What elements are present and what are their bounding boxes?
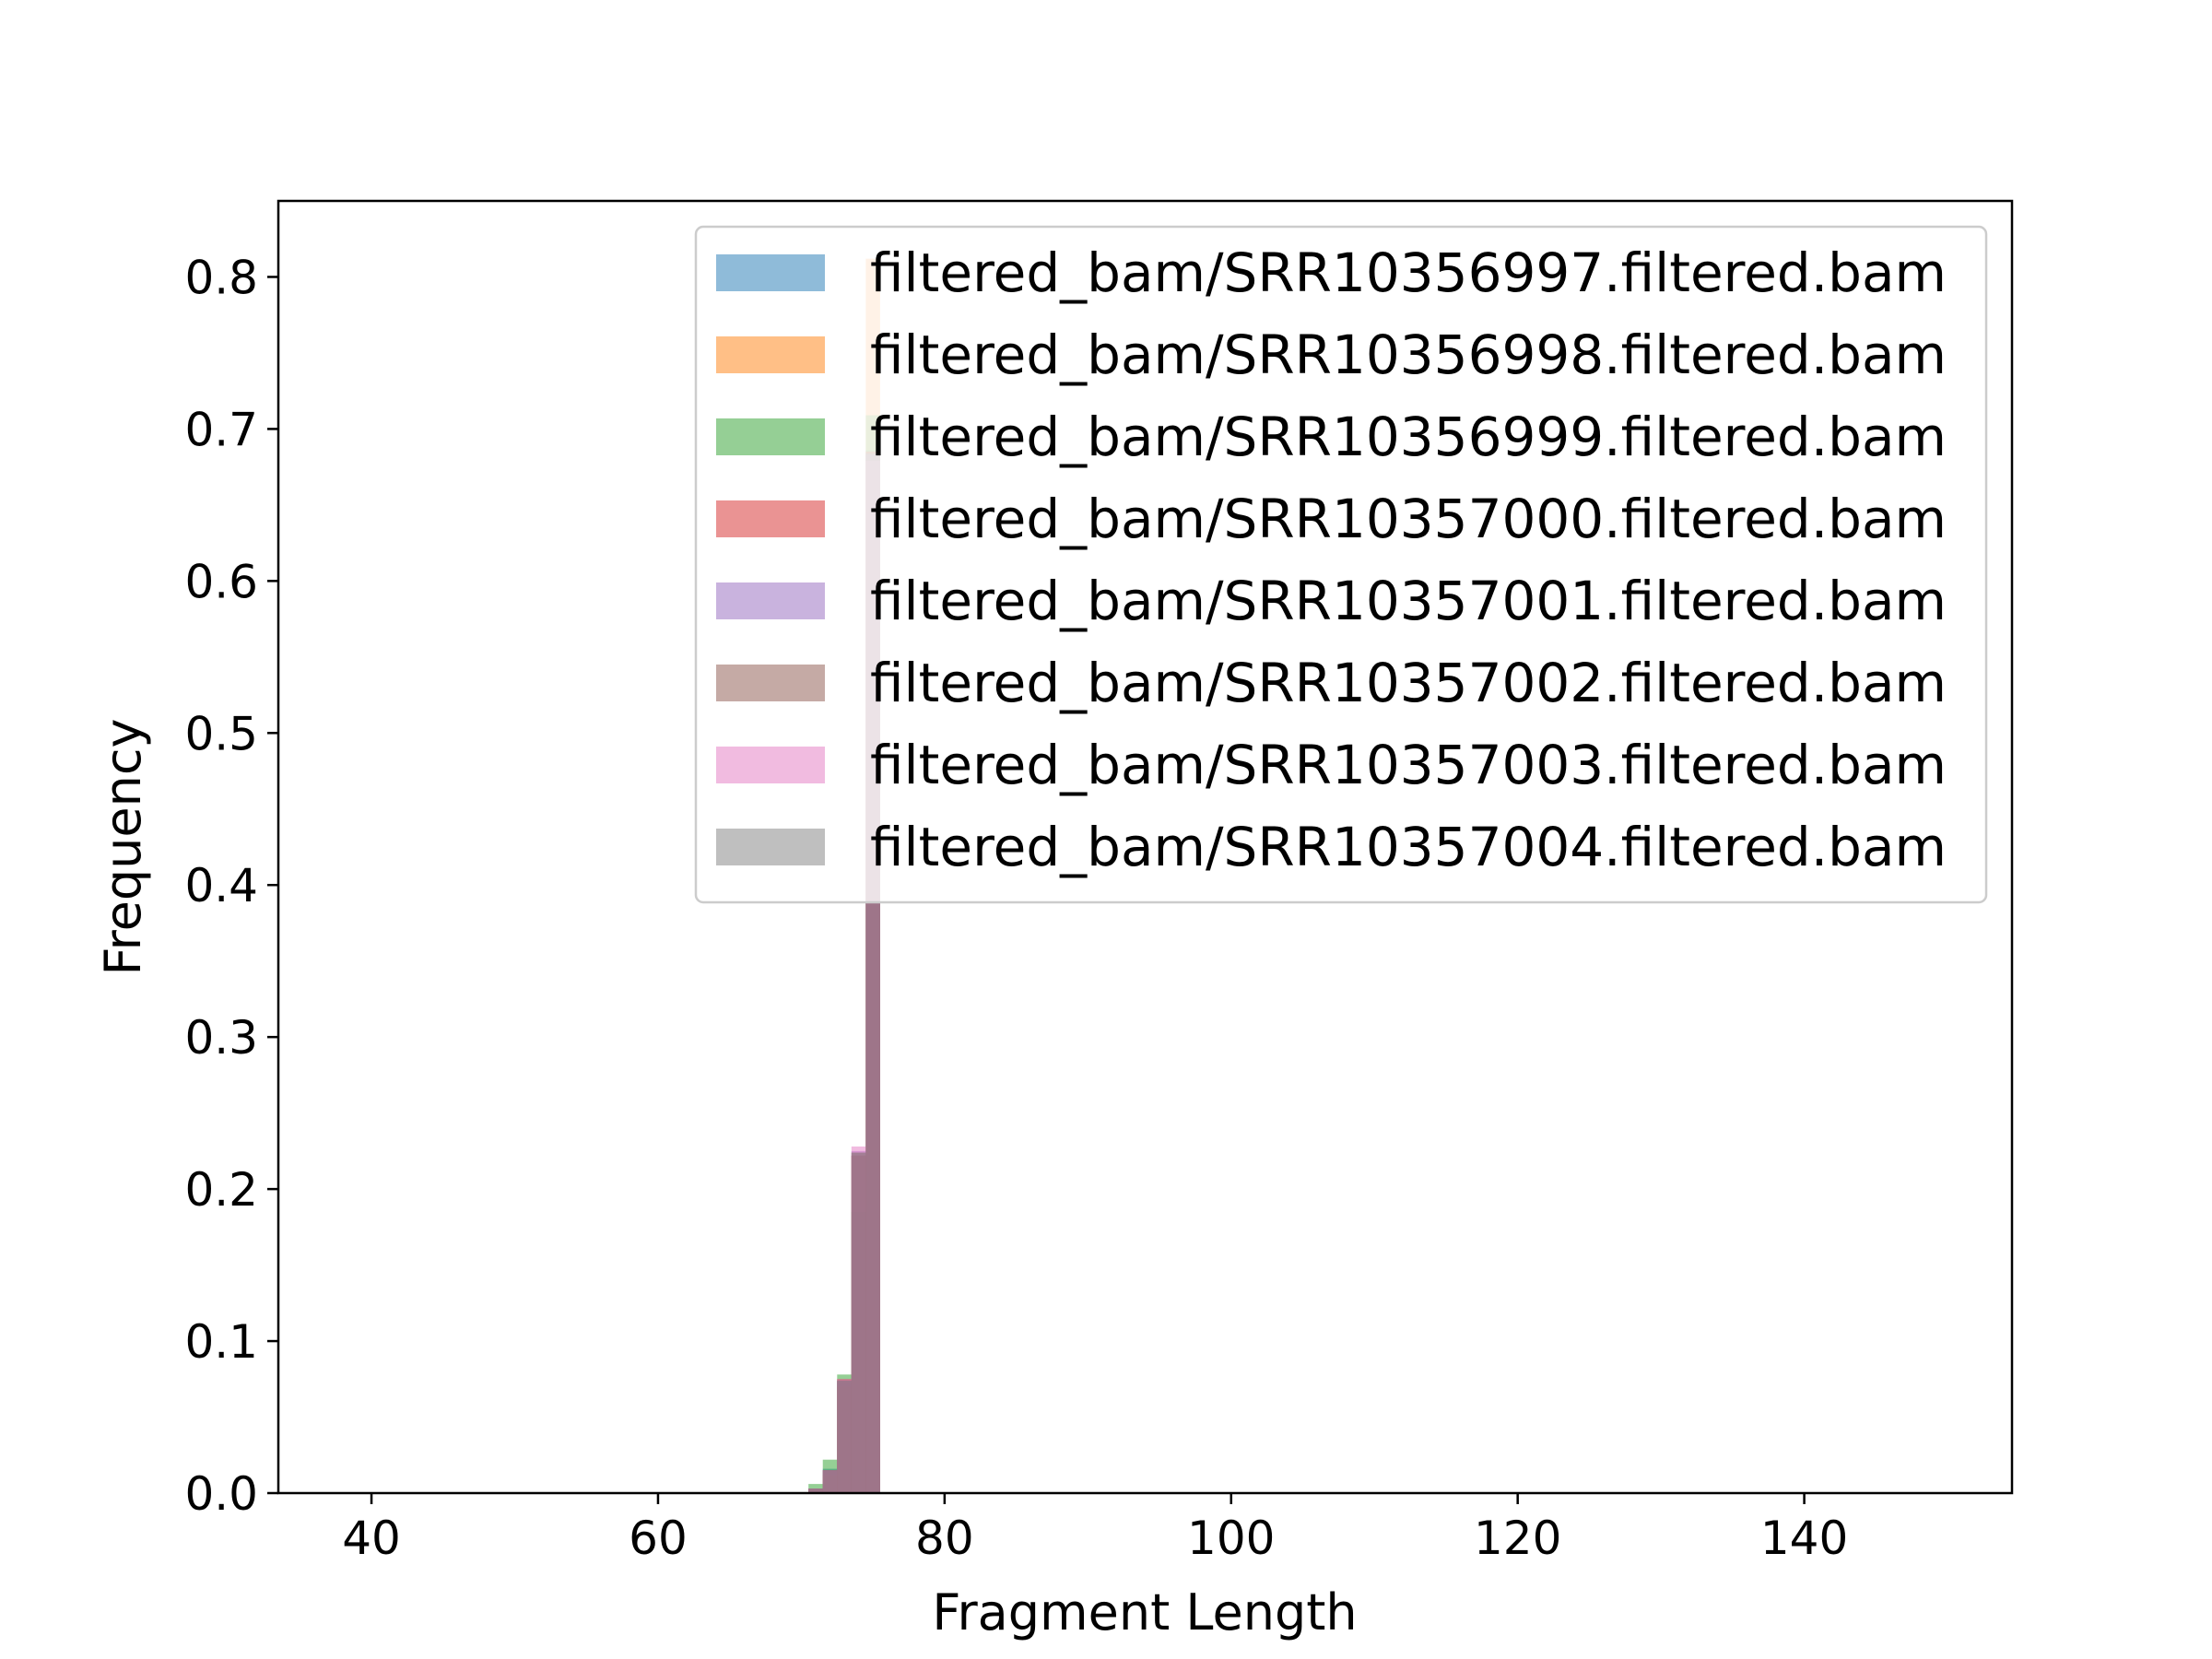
legend-swatch xyxy=(716,829,825,865)
legend: filtered_bam/SRR10356997.filtered.bamfil… xyxy=(694,225,1988,904)
x-axis-ticks: 40 60 80 100 120 140 xyxy=(342,1493,1848,1565)
x-tick-label: 40 xyxy=(342,1512,401,1565)
y-tick-label: 0.1 xyxy=(184,1315,258,1369)
x-tick-label: 120 xyxy=(1474,1512,1561,1565)
y-tick-label: 0.2 xyxy=(184,1163,258,1217)
histogram-bar xyxy=(837,1380,852,1493)
y-tick-label: 0.3 xyxy=(184,1011,258,1065)
legend-label: filtered_bam/SRR10357004.filtered.bam xyxy=(870,816,1947,878)
x-tick-label: 140 xyxy=(1760,1512,1848,1565)
histogram-bar xyxy=(851,1152,866,1493)
legend-item: filtered_bam/SRR10357000.filtered.bam xyxy=(716,488,1947,550)
legend-label: filtered_bam/SRR10357002.filtered.bam xyxy=(870,652,1947,714)
y-axis-label: Frequency xyxy=(94,719,152,976)
legend-item: filtered_bam/SRR10356997.filtered.bam xyxy=(716,241,1947,304)
legend-item: filtered_bam/SRR10357001.filtered.bam xyxy=(716,570,1947,632)
legend-label: filtered_bam/SRR10356997.filtered.bam xyxy=(870,241,1947,304)
y-axis-ticks: 0.0 0.1 0.2 0.3 0.4 0.5 0.6 0.7 0.8 xyxy=(184,251,278,1521)
legend-swatch xyxy=(716,500,825,537)
y-tick-label: 0.7 xyxy=(184,403,258,456)
legend-item: filtered_bam/SRR10357002.filtered.bam xyxy=(716,652,1947,714)
legend-swatch xyxy=(716,254,825,291)
legend-item: filtered_bam/SRR10357003.filtered.bam xyxy=(716,734,1947,796)
legend-swatch xyxy=(716,665,825,701)
legend-swatch xyxy=(716,747,825,783)
y-tick-label: 0.0 xyxy=(184,1467,258,1521)
legend-item: filtered_bam/SRR10357004.filtered.bam xyxy=(716,816,1947,878)
legend-label: filtered_bam/SRR10356999.filtered.bam xyxy=(870,406,1947,468)
x-tick-label: 80 xyxy=(915,1512,974,1565)
legend-item: filtered_bam/SRR10356998.filtered.bam xyxy=(716,324,1947,386)
x-tick-label: 60 xyxy=(629,1512,688,1565)
legend-label: filtered_bam/SRR10357000.filtered.bam xyxy=(870,488,1947,550)
histogram-bar xyxy=(808,1488,823,1493)
plot-frame xyxy=(276,199,2014,1495)
y-tick-label: 0.8 xyxy=(184,251,258,304)
x-tick-label: 100 xyxy=(1187,1512,1275,1565)
legend-label: filtered_bam/SRR10357003.filtered.bam xyxy=(870,734,1947,796)
histogram-bar xyxy=(822,1470,838,1493)
x-axis-label: Fragment Length xyxy=(932,1583,1357,1641)
y-tick-label: 0.6 xyxy=(184,555,258,608)
legend-label: filtered_bam/SRR10356998.filtered.bam xyxy=(870,324,1947,386)
legend-box xyxy=(694,225,1988,904)
legend-label: filtered_bam/SRR10357001.filtered.bam xyxy=(870,570,1947,632)
y-tick-label: 0.4 xyxy=(184,859,258,912)
y-tick-label: 0.5 xyxy=(184,707,258,760)
legend-swatch xyxy=(716,418,825,455)
legend-swatch xyxy=(716,582,825,619)
legend-swatch xyxy=(716,336,825,373)
legend-item: filtered_bam/SRR10356999.filtered.bam xyxy=(716,406,1947,468)
